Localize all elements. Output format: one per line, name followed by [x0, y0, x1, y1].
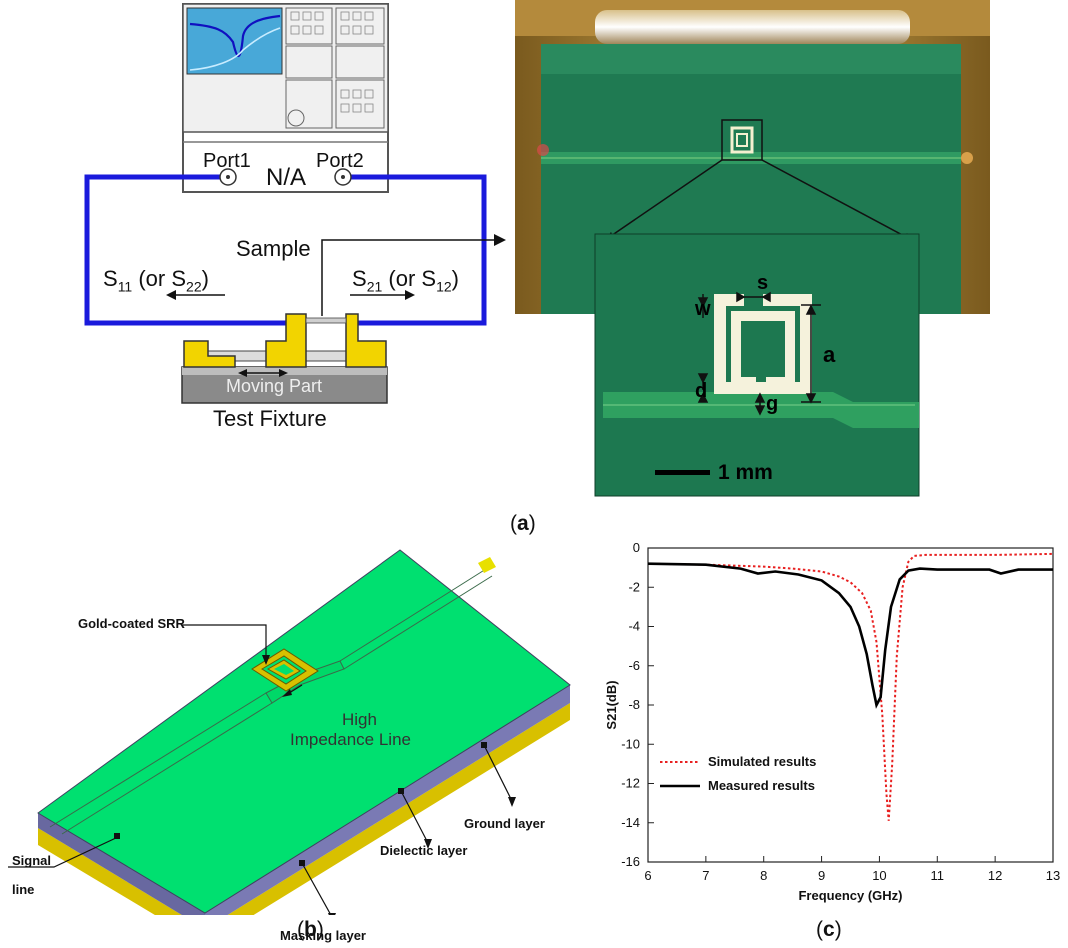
moving-part-label: Moving Part: [226, 376, 323, 396]
fixture-top-rod: [595, 10, 910, 44]
dielectric-layer-label: Dielectic layer: [380, 843, 468, 858]
legend-label: Measured results: [708, 778, 815, 793]
y-tick-label: -2: [628, 579, 640, 594]
s11-label: S11 (or S22): [103, 266, 209, 295]
dim-s-label: s: [757, 272, 769, 294]
port2-label: Port2: [316, 150, 364, 172]
y-tick-label: -6: [628, 658, 640, 673]
analyzer-label: N/A: [266, 164, 307, 191]
signal-line-label-1: Signal: [12, 853, 52, 868]
legend-label: Simulated results: [708, 754, 816, 769]
gold-srr-shape: [251, 648, 319, 692]
caption-b: (b): [297, 918, 324, 941]
y-axis-label: S21(dB): [604, 680, 619, 729]
board-3d-diagram: [8, 549, 571, 915]
series-line-simulated: [647, 552, 1054, 821]
masking-layer-label: Masking layer: [280, 928, 366, 943]
x-tick-label: 10: [872, 868, 886, 883]
x-tick-label: 8: [760, 868, 767, 883]
ground-layer-edge: [38, 703, 570, 915]
x-axis-label: Frequency (GHz): [798, 888, 902, 903]
y-tick-label: 0: [633, 540, 640, 555]
y-tick-label: -16: [621, 854, 640, 869]
ground-layer-label: Ground layer: [464, 816, 545, 831]
scale-bar-label: 1 mm: [718, 461, 773, 484]
masking-pointer: [301, 862, 332, 915]
x-tick-label: 7: [702, 868, 709, 883]
y-tick-label: -8: [628, 697, 640, 712]
s21-chart: 6 7 8 9 10 11 12 13 0 -2 -4 -6 -8 -10 -12 -14 -16 Simul…: [604, 540, 1060, 903]
x-tick-label: 12: [988, 868, 1002, 883]
sample-substrate: [305, 317, 347, 324]
caption-a: (a): [510, 512, 536, 535]
y-tick-label: -10: [621, 736, 640, 751]
srr-outer-ring: [714, 294, 812, 394]
dim-w-label: w: [695, 298, 711, 320]
sample-label: Sample: [236, 236, 311, 261]
series-line-measured: [647, 562, 1053, 709]
dim-g-label: g: [766, 393, 779, 415]
x-tick-label: 6: [644, 868, 651, 883]
srr-pointer: [182, 624, 267, 659]
dimension-marks: [697, 291, 821, 416]
sample-photo: [515, 0, 990, 497]
y-axis-ticks: 0 -2 -4 -6 -8 -10 -12 -14 -16: [621, 540, 654, 869]
port1-label: Port1: [203, 150, 251, 172]
dielectric-pointer: [400, 790, 429, 844]
high-impedance-label-1: High: [342, 710, 377, 729]
signal-line-label-2: line: [12, 882, 35, 897]
srr-inner-ring: [731, 311, 795, 387]
dim-d-label: d: [695, 380, 708, 402]
y-tick-label: -14: [621, 815, 640, 830]
plot-frame: [647, 547, 1054, 863]
sample-pointer-line: [321, 239, 496, 316]
signal-pointer: [8, 836, 119, 868]
caption-c: (c): [816, 918, 842, 941]
series-layer: [647, 552, 1054, 821]
fixture-right-block: [345, 313, 387, 368]
screen-trace-light: [189, 27, 281, 71]
high-impedance-label-2: Impedance Line: [290, 730, 411, 749]
fixture-left-block: [183, 340, 236, 368]
chart-legend: Simulated results Measured results: [660, 754, 816, 793]
gold-srr-label: Gold-coated SRR: [78, 616, 185, 631]
y-tick-label: -4: [628, 619, 640, 634]
y-tick-label: -12: [621, 776, 640, 791]
cable-port2: [351, 174, 487, 326]
ground-pointer: [483, 744, 513, 802]
fixture-moving-block: [265, 313, 307, 368]
x-axis-ticks: 6 7 8 9 10 11 12 13: [644, 856, 1060, 883]
zoom-line-right: [761, 159, 909, 239]
x-tick-label: 11: [931, 868, 945, 883]
scale-bar: [655, 470, 710, 475]
analyzer-keypads: [285, 7, 385, 129]
masking-layer-top: [37, 549, 571, 914]
dim-a-label: a: [823, 342, 836, 367]
zoom-line-left: [607, 159, 723, 239]
x-tick-label: 13: [1046, 868, 1060, 883]
srr-highlight-box: [721, 119, 763, 161]
measurement-setup-diagram: [84, 3, 506, 404]
s21-label: S21 (or S12): [352, 266, 459, 295]
x-tick-label: 9: [818, 868, 825, 883]
cable-port1: [84, 174, 300, 326]
test-fixture-label: Test Fixture: [213, 406, 327, 431]
